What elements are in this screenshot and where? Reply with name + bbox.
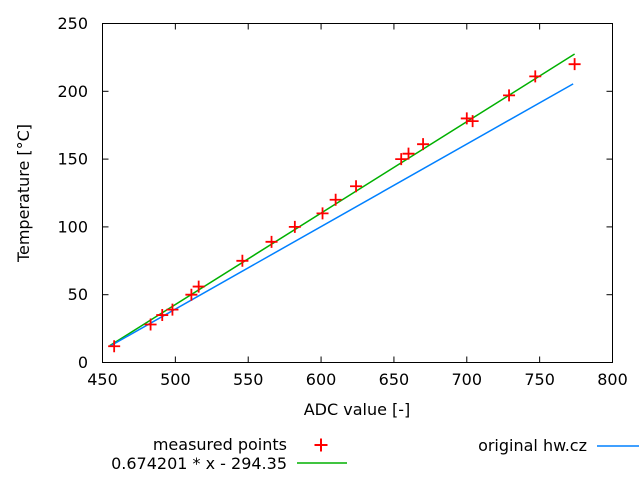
measured-point (265, 235, 278, 248)
legend-label-original-hwcz: original hw.cz (478, 436, 587, 455)
x-tick-label: 500 (160, 370, 191, 389)
y-tick-label: 100 (57, 217, 88, 236)
measured-point (166, 303, 179, 316)
measured-point (156, 309, 169, 322)
legend-plus-marker (314, 438, 328, 452)
measured-point (185, 288, 198, 301)
x-axis-label: ADC value [-] (304, 400, 411, 419)
x-tick-label: 450 (87, 370, 118, 389)
measured-point (288, 220, 301, 233)
x-tick-label: 750 (524, 370, 555, 389)
measured-point (529, 70, 542, 83)
y-tick-label: 200 (57, 82, 88, 101)
measured-point (144, 318, 157, 331)
plot-border (102, 23, 613, 363)
measured-point (402, 147, 415, 160)
y-axis-label: Temperature [°C] (14, 124, 33, 263)
legend: measured points 0.674201 * x - 294.35 or… (111, 435, 639, 473)
x-tick-label: 550 (233, 370, 264, 389)
legend-label-measured-points: measured points (153, 435, 287, 454)
measured-point (350, 180, 363, 193)
measured-point (503, 89, 516, 102)
measured-point (395, 153, 408, 166)
y-tick-label: 150 (57, 150, 88, 169)
measured-point (108, 340, 121, 353)
fit-line (109, 53, 576, 347)
y-tick-label: 250 (57, 14, 88, 33)
original-line (109, 83, 574, 347)
plot-series (108, 53, 581, 353)
measured-point (329, 193, 342, 206)
measured-point (316, 207, 329, 220)
measured-point (460, 112, 473, 125)
measured-point (236, 254, 249, 267)
legend-label-fit-line: 0.674201 * x - 294.35 (111, 454, 287, 473)
y-tick-label: 0 (78, 353, 88, 372)
measured-point (417, 138, 430, 151)
x-tick-label: 650 (379, 370, 410, 389)
legend-marker-measured-points (314, 438, 328, 452)
x-tick-label: 800 (597, 370, 628, 389)
x-tick-label: 700 (452, 370, 483, 389)
measured-point (466, 115, 479, 128)
x-tick-label: 600 (306, 370, 337, 389)
y-tick-label: 50 (68, 285, 88, 304)
measured-point (192, 280, 205, 293)
plot-frame: 450 500 550 600 650 700 750 800 0 50 100 150 200 250 (57, 14, 627, 389)
measured-point (568, 58, 581, 71)
